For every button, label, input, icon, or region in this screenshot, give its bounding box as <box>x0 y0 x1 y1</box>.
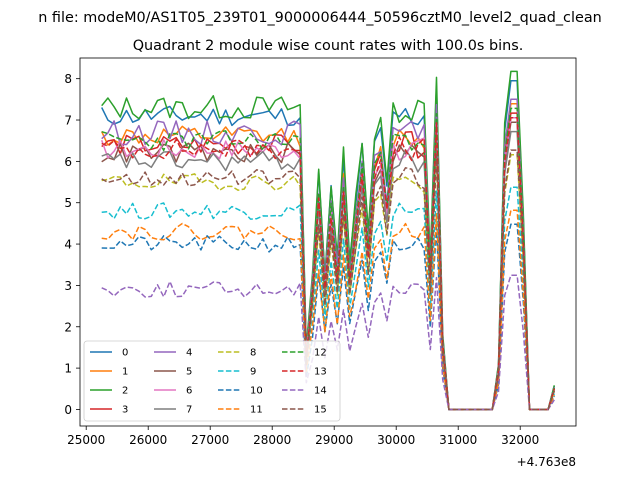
legend-label: 3 <box>122 405 128 416</box>
legend-label: 5 <box>186 367 192 378</box>
x-tick-label: 31000 <box>439 433 477 447</box>
y-tick-label: 4 <box>64 238 72 252</box>
y-tick-label: 8 <box>64 72 72 86</box>
y-tick-label: 5 <box>64 196 72 210</box>
legend-label: 12 <box>314 348 327 359</box>
legend-label: 1 <box>122 367 128 378</box>
series-line-14 <box>101 274 555 411</box>
y-tick-label: 0 <box>64 403 72 417</box>
y-tick-label: 2 <box>64 320 72 334</box>
legend-label: 7 <box>186 405 192 416</box>
legend-label: 2 <box>122 386 128 397</box>
legend-frame <box>83 340 341 422</box>
chart-title: Quadrant 2 module wise count rates with … <box>133 38 524 54</box>
y-tick-label: 3 <box>64 279 72 293</box>
legend-label: 14 <box>314 386 327 397</box>
series-line-9 <box>101 186 555 411</box>
x-axis-offset-label: +4.763e8 <box>517 455 576 469</box>
legend-label: 8 <box>250 348 256 359</box>
y-axis: 0 1 2 3 4 5 6 7 8 <box>64 72 80 417</box>
series-layer <box>100 70 556 411</box>
y-tick-label: 7 <box>64 114 72 128</box>
legend-label: 11 <box>250 405 263 416</box>
y-tick-label: 1 <box>64 362 72 376</box>
plot-frame <box>79 57 577 427</box>
legend-label: 6 <box>186 386 192 397</box>
x-tick-label: 30000 <box>377 433 415 447</box>
y-tick-label: 6 <box>64 155 72 169</box>
legend-label: 13 <box>314 367 327 378</box>
legend-label: 15 <box>314 405 327 416</box>
legend-label: 0 <box>122 348 128 359</box>
series-line-15 <box>101 149 556 411</box>
legend-label: 4 <box>186 348 192 359</box>
x-tick-label: 32000 <box>501 433 539 447</box>
x-tick-label: 28000 <box>253 433 291 447</box>
legend-label: 10 <box>250 386 263 397</box>
legend-label: 9 <box>250 367 256 378</box>
x-tick-label: 25000 <box>67 433 105 447</box>
x-tick-label: 26000 <box>129 433 167 447</box>
x-axis: 25000 26000 27000 28000 29000 30000 31000 32000 <box>67 426 539 447</box>
figure-suptitle: n file: modeM0/AS1T05_239T01_9000006444_… <box>38 10 602 26</box>
x-tick-label: 27000 <box>191 433 229 447</box>
x-tick-label: 29000 <box>315 433 353 447</box>
